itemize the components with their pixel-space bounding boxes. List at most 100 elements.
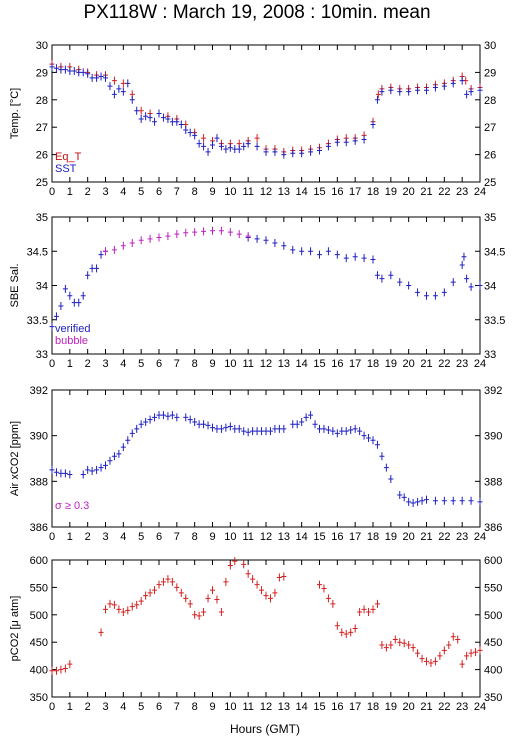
data-point	[415, 497, 421, 506]
data-point	[294, 420, 300, 429]
data-point	[183, 125, 189, 134]
y-tick-label-right: 550	[484, 582, 502, 594]
data-point	[58, 65, 64, 74]
x-tick-label: 14	[296, 186, 308, 198]
data-point	[76, 68, 82, 77]
legend-entry: bubble	[55, 335, 88, 347]
y-tick-label-right: 26	[484, 150, 496, 162]
data-point	[361, 254, 367, 263]
data-point	[98, 628, 104, 637]
x-tick-label: 16	[331, 701, 343, 713]
x-tick-label: 9	[209, 358, 215, 370]
data-point	[80, 291, 86, 300]
x-tick-label: 7	[174, 358, 180, 370]
data-point	[290, 420, 296, 429]
data-point	[299, 149, 305, 158]
x-tick-label: 20	[403, 531, 415, 543]
data-point	[459, 496, 465, 505]
x-tick-label: 5	[138, 701, 144, 713]
x-tick-label: 2	[85, 186, 91, 198]
x-tick-label: 21	[420, 186, 432, 198]
y-axis-label: SBE Sal.	[9, 263, 21, 307]
x-tick-label: 3	[102, 701, 108, 713]
data-point	[446, 640, 452, 649]
data-point	[178, 588, 184, 597]
data-point	[379, 87, 385, 96]
data-point	[53, 468, 59, 477]
y-tick-label-right: 25	[484, 177, 496, 189]
data-point	[424, 495, 429, 504]
x-tick-label: 18	[367, 358, 379, 370]
x-tick-label: 9	[209, 701, 215, 713]
data-point	[464, 90, 470, 99]
data-point	[272, 588, 278, 597]
series-verified	[49, 233, 483, 331]
data-point	[254, 134, 260, 143]
x-tick-label: 7	[174, 531, 180, 543]
data-point	[218, 608, 224, 617]
data-point	[317, 580, 322, 589]
data-point	[450, 79, 456, 88]
x-tick-label: 0	[49, 186, 55, 198]
x-tick-label: 21	[420, 358, 432, 370]
data-point	[89, 73, 95, 82]
x-tick-label: 1	[67, 186, 73, 198]
x-tick-label: 3	[102, 531, 108, 543]
x-tick-label: 0	[49, 701, 55, 713]
data-point	[441, 82, 447, 91]
x-tick-label: 8	[192, 701, 198, 713]
x-tick-label: 4	[120, 531, 126, 543]
x-tick-label: 10	[224, 701, 236, 713]
data-point	[165, 412, 171, 421]
x-tick-label: 5	[138, 358, 144, 370]
y-tick-label-left: 35	[36, 212, 48, 224]
x-tick-label: 4	[120, 186, 126, 198]
data-point	[156, 411, 162, 420]
y-tick-label-right: 388	[484, 476, 502, 488]
data-point	[272, 424, 278, 433]
data-point	[374, 95, 380, 104]
x-tick-label: 12	[260, 358, 272, 370]
data-point	[308, 147, 314, 156]
data-point	[156, 109, 162, 118]
data-point	[428, 659, 434, 668]
x-tick-label: 22	[438, 701, 450, 713]
data-point	[67, 291, 73, 300]
data-point	[58, 665, 64, 674]
data-point	[241, 560, 247, 569]
data-point	[94, 73, 100, 82]
data-point	[254, 234, 260, 243]
x-tick-label: 10	[224, 186, 236, 198]
data-point	[134, 424, 140, 433]
panel-temperature: 0 1 2 3 4 5 6 7 8 9 10 11 12 13 14 15 16 17 18 19 20 21 22 23 24…	[9, 40, 496, 198]
data-point	[370, 120, 376, 129]
data-point	[330, 599, 336, 608]
data-point	[111, 600, 117, 609]
data-point	[276, 573, 282, 582]
y-tick-label-left: 386	[30, 522, 48, 534]
data-point	[415, 86, 421, 95]
y-tick-label-right: 27	[484, 122, 496, 134]
data-point	[379, 452, 385, 461]
data-point	[134, 106, 140, 115]
y-tick-label-right: 35	[484, 212, 496, 224]
x-tick-label: 23	[456, 531, 468, 543]
data-point	[192, 131, 198, 140]
data-point	[406, 497, 412, 506]
x-tick-label: 14	[296, 701, 308, 713]
data-point	[348, 425, 354, 434]
data-point	[424, 86, 429, 95]
y-tick-label-left: 26	[36, 150, 48, 162]
x-tick-label: 8	[192, 358, 198, 370]
x-tick-label: 5	[138, 531, 144, 543]
y-tick-label-right: 500	[484, 610, 502, 622]
data-point	[183, 228, 189, 237]
x-tick-label: 13	[278, 701, 290, 713]
data-point	[196, 139, 202, 148]
x-tick-label: 8	[192, 186, 198, 198]
data-point	[76, 298, 82, 307]
data-point	[107, 599, 113, 608]
data-point	[388, 475, 394, 484]
data-point	[272, 147, 278, 156]
